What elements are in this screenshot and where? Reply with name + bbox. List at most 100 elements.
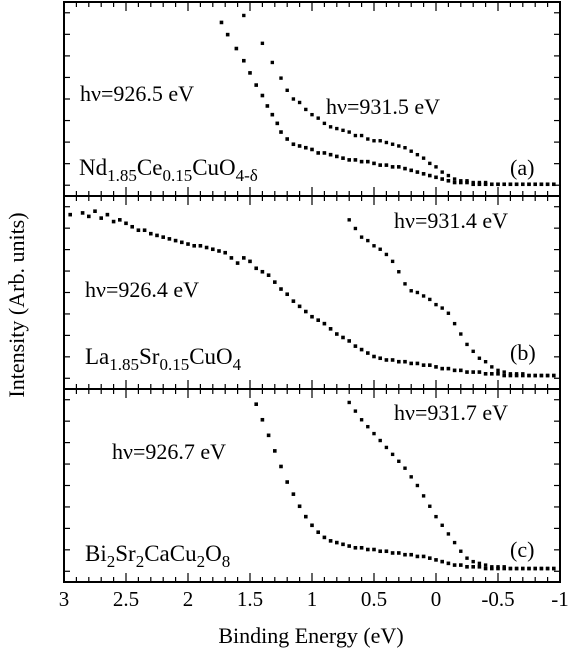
data-point bbox=[440, 366, 444, 371]
formula-text: CuO bbox=[189, 344, 232, 369]
data-point bbox=[545, 373, 550, 378]
data-point bbox=[434, 514, 438, 519]
data-point bbox=[242, 256, 246, 260]
x-tick-label: 2.5 bbox=[113, 587, 139, 611]
data-point bbox=[440, 170, 444, 174]
data-point bbox=[353, 545, 358, 550]
formula-text: CuO bbox=[192, 155, 235, 180]
data-point bbox=[273, 449, 277, 453]
data-point bbox=[446, 311, 451, 315]
data-point bbox=[452, 180, 457, 185]
x-tick-label: 0 bbox=[431, 587, 442, 611]
data-point bbox=[434, 365, 438, 369]
data-point bbox=[502, 373, 506, 378]
formula-subscript: 8 bbox=[222, 552, 231, 571]
data-point bbox=[347, 400, 351, 405]
data-point bbox=[471, 180, 475, 185]
data-point bbox=[434, 558, 438, 562]
data-point bbox=[124, 221, 128, 226]
data-point bbox=[421, 363, 426, 367]
sample-formula: Bi2Sr2CaCu2O8 bbox=[85, 541, 230, 571]
data-point bbox=[397, 270, 401, 274]
data-point bbox=[372, 161, 376, 166]
data-point bbox=[390, 358, 395, 362]
data-point bbox=[496, 368, 500, 373]
data-point bbox=[316, 116, 320, 120]
data-point bbox=[68, 212, 72, 217]
data-point bbox=[229, 256, 234, 260]
data-point bbox=[390, 551, 395, 555]
data-point bbox=[415, 483, 420, 488]
data-point bbox=[328, 125, 333, 129]
data-point bbox=[366, 547, 370, 552]
data-point bbox=[403, 166, 407, 171]
data-point bbox=[285, 292, 289, 297]
formula-subscript: 4 bbox=[233, 355, 242, 374]
data-point bbox=[142, 228, 147, 233]
data-point bbox=[409, 361, 413, 366]
data-point bbox=[397, 459, 401, 463]
data-point bbox=[93, 209, 97, 213]
data-point bbox=[483, 563, 488, 567]
data-point bbox=[434, 175, 438, 180]
data-point bbox=[496, 372, 500, 376]
data-point bbox=[459, 180, 463, 185]
data-point bbox=[254, 83, 258, 87]
data-point bbox=[459, 563, 463, 567]
data-point bbox=[459, 368, 463, 373]
formula-text: O bbox=[205, 541, 222, 566]
data-point bbox=[490, 365, 494, 369]
data-point bbox=[409, 289, 413, 293]
data-point bbox=[490, 565, 494, 569]
data-point bbox=[533, 566, 537, 571]
data-point bbox=[279, 130, 283, 134]
data-point bbox=[514, 566, 519, 571]
data-point bbox=[347, 339, 351, 343]
formula-text: Nd bbox=[79, 155, 108, 180]
data-point bbox=[421, 172, 426, 176]
data-point bbox=[341, 128, 345, 133]
data-point bbox=[496, 565, 500, 569]
data-point bbox=[173, 238, 178, 243]
data-point bbox=[279, 287, 283, 291]
data-point bbox=[521, 372, 525, 376]
data-point bbox=[167, 237, 172, 241]
y-axis-label: Intensity (Arb. units) bbox=[4, 212, 29, 397]
data-point bbox=[415, 170, 420, 174]
data-point bbox=[234, 46, 239, 51]
photon-energy-label: hν=926.4 eV bbox=[85, 277, 199, 302]
data-point bbox=[291, 299, 296, 303]
data-point bbox=[105, 212, 110, 217]
data-point bbox=[359, 235, 364, 239]
data-point bbox=[514, 182, 519, 186]
panel-b: hν=926.4 eV hν=931.4 eV (b) La1.85Sr0.15CuO… bbox=[64, 206, 560, 379]
data-point bbox=[341, 542, 345, 547]
data-point bbox=[465, 342, 469, 347]
data-point bbox=[390, 259, 395, 264]
data-point bbox=[335, 540, 339, 545]
data-point bbox=[452, 540, 457, 545]
data-point bbox=[471, 370, 475, 374]
data-point bbox=[347, 130, 351, 134]
formula-subscript: 0.15 bbox=[162, 166, 192, 185]
data-point bbox=[155, 233, 159, 238]
data-point bbox=[310, 523, 314, 528]
data-point bbox=[118, 218, 122, 222]
data-point bbox=[428, 556, 432, 560]
data-point bbox=[310, 147, 314, 152]
data-point bbox=[545, 566, 550, 571]
data-point bbox=[366, 351, 370, 355]
data-point bbox=[446, 561, 451, 566]
data-point bbox=[465, 556, 469, 560]
data-point bbox=[521, 182, 525, 186]
formula-text: CaCu bbox=[144, 541, 197, 566]
data-point bbox=[378, 163, 382, 167]
data-point bbox=[428, 297, 432, 302]
data-point bbox=[397, 359, 401, 364]
data-point bbox=[275, 121, 280, 126]
data-point bbox=[359, 418, 364, 422]
panel-a: hν=926.5 eV hν=931.5 eV (a) Nd1.85Ce0.15CuO… bbox=[64, 12, 560, 187]
data-point bbox=[248, 259, 252, 264]
data-point bbox=[539, 182, 544, 186]
